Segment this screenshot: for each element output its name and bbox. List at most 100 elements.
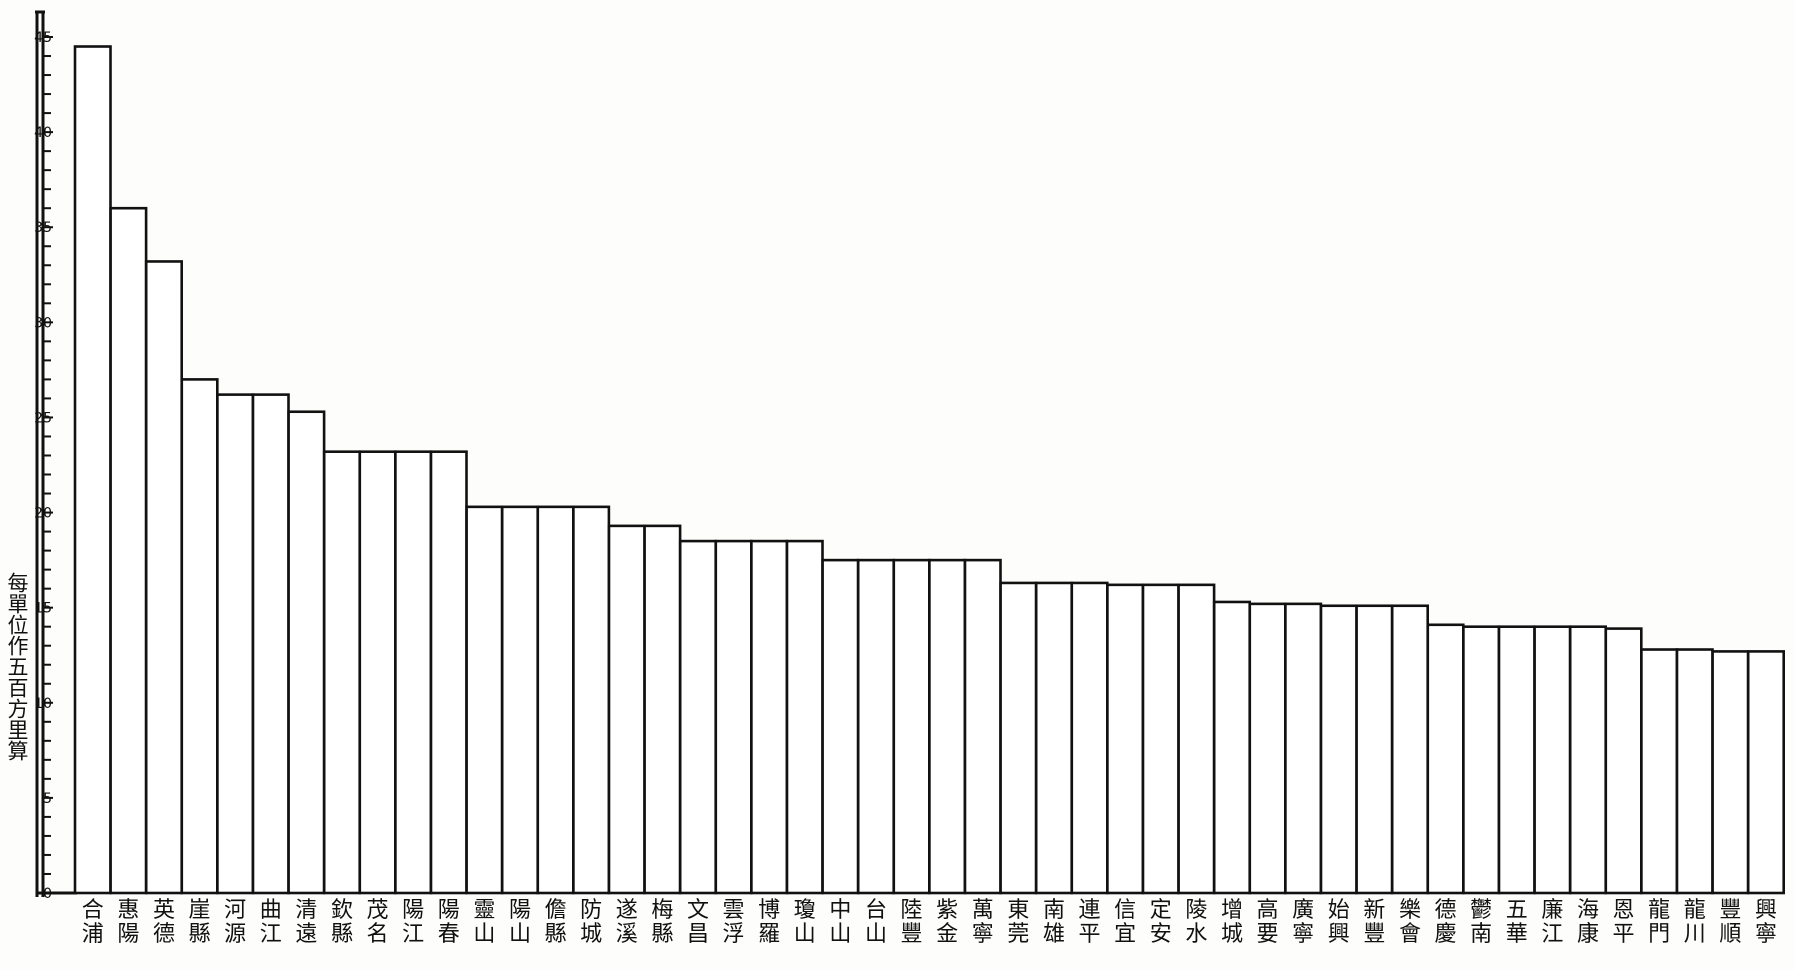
category-label: 瓊山 (794, 898, 816, 947)
category-label: 陽春 (438, 898, 460, 947)
bar-41 (1497, 625, 1536, 895)
y-tick-label: 40 (34, 125, 52, 141)
category-label: 興寧 (1755, 898, 1777, 947)
category-label: 合浦 (82, 898, 104, 947)
category-label: 陽江 (402, 898, 424, 947)
category-label: 河源 (224, 898, 246, 947)
category-label: 鬱南 (1470, 898, 1492, 947)
category-label: 曲江 (260, 898, 282, 947)
category-label: 龍門 (1648, 898, 1670, 947)
category-label: 台山 (865, 898, 887, 947)
bar-31 (1141, 583, 1180, 895)
bar-3 (144, 260, 183, 895)
category-label: 博羅 (758, 898, 780, 947)
category-label: 儋縣 (545, 898, 567, 947)
category-label: 恩平 (1613, 898, 1635, 947)
category-label: 惠陽 (117, 898, 139, 947)
bar-23 (856, 558, 896, 895)
y-tick-label: 20 (34, 506, 52, 522)
y-tick-label: 5 (43, 791, 52, 807)
category-label: 豐順 (1719, 898, 1741, 947)
category-label: 德慶 (1435, 898, 1457, 947)
bar-19 (714, 539, 753, 895)
bar-44 (1604, 627, 1643, 895)
category-label: 始興 (1328, 898, 1350, 947)
bar-39 (1426, 623, 1465, 895)
bar-8 (322, 450, 362, 895)
bar-34 (1248, 602, 1287, 895)
bar-26 (963, 558, 1002, 895)
y-tick-label: 35 (34, 220, 52, 236)
bar-16 (607, 524, 646, 895)
bar-6 (251, 393, 290, 895)
bar-25 (928, 558, 967, 895)
bar-27 (999, 581, 1038, 895)
bar-43 (1568, 625, 1607, 895)
category-label: 茂名 (367, 898, 389, 947)
bar-21 (785, 539, 824, 895)
y-tick-label: 25 (34, 410, 52, 426)
category-label: 東莞 (1007, 898, 1029, 947)
bar-24 (892, 558, 931, 895)
bars (73, 45, 1785, 895)
y-tick-label: 10 (34, 696, 52, 712)
category-label: 廉江 (1541, 898, 1563, 947)
bar-14 (536, 505, 575, 895)
category-label: 樂會 (1399, 898, 1421, 947)
bar-28 (1034, 581, 1073, 895)
category-label: 廣寧 (1292, 898, 1314, 947)
bar-1 (73, 45, 112, 895)
bar-20 (750, 539, 789, 895)
category-label: 陸豐 (901, 898, 923, 947)
category-label: 南雄 (1043, 898, 1065, 947)
category-labels: 合浦惠陽英德崖縣河源曲江清遠欽縣茂名陽江陽春靈山陽山儋縣防城遂溪梅縣文昌雲浮博羅… (82, 898, 1777, 947)
bar-45 (1640, 648, 1679, 895)
category-label: 文昌 (687, 898, 709, 947)
category-label: 萬寧 (972, 898, 994, 947)
bar-42 (1533, 625, 1572, 895)
category-label: 靈山 (473, 898, 495, 947)
category-label: 高要 (1257, 898, 1279, 947)
category-label: 紫金 (936, 898, 958, 947)
bar-9 (358, 450, 397, 895)
bar-35 (1284, 602, 1323, 895)
category-label: 連平 (1079, 898, 1101, 947)
y-tick-label: 30 (34, 315, 52, 331)
bar-5 (216, 393, 255, 895)
bar-2 (109, 206, 148, 895)
bar-4 (180, 378, 219, 895)
bar-17 (643, 524, 682, 895)
category-label: 海康 (1577, 898, 1599, 947)
bar-46 (1675, 648, 1714, 895)
y-tick-label: 15 (34, 601, 52, 617)
bar-12 (465, 505, 504, 895)
category-label: 梅縣 (651, 898, 673, 947)
bar-13 (500, 505, 540, 895)
bar-37 (1355, 604, 1394, 895)
y-tick-label: 0 (43, 886, 52, 902)
category-label: 信宜 (1114, 898, 1136, 947)
category-label: 增城 (1221, 898, 1243, 947)
bar-29 (1070, 581, 1109, 895)
bar-7 (287, 410, 326, 895)
category-label: 五華 (1506, 898, 1528, 947)
bar-18 (678, 539, 718, 895)
category-label: 龍川 (1684, 898, 1706, 947)
category-label: 新豐 (1363, 898, 1385, 947)
bar-30 (1106, 583, 1145, 895)
category-label: 陵水 (1185, 898, 1207, 947)
y-tick-label: 45 (34, 30, 52, 46)
bar-48 (1746, 650, 1785, 895)
category-label: 清遠 (295, 898, 317, 947)
category-label: 防城 (580, 898, 602, 947)
category-label: 定安 (1150, 898, 1172, 947)
bar-32 (1177, 583, 1216, 895)
category-label: 雲浮 (723, 898, 745, 947)
bar-22 (821, 558, 860, 895)
bar-33 (1212, 600, 1251, 895)
y-axis-label: 每單位作五百方里算 (5, 572, 29, 761)
bar-40 (1462, 625, 1501, 895)
category-label: 陽山 (509, 898, 531, 947)
bar-15 (572, 505, 611, 895)
